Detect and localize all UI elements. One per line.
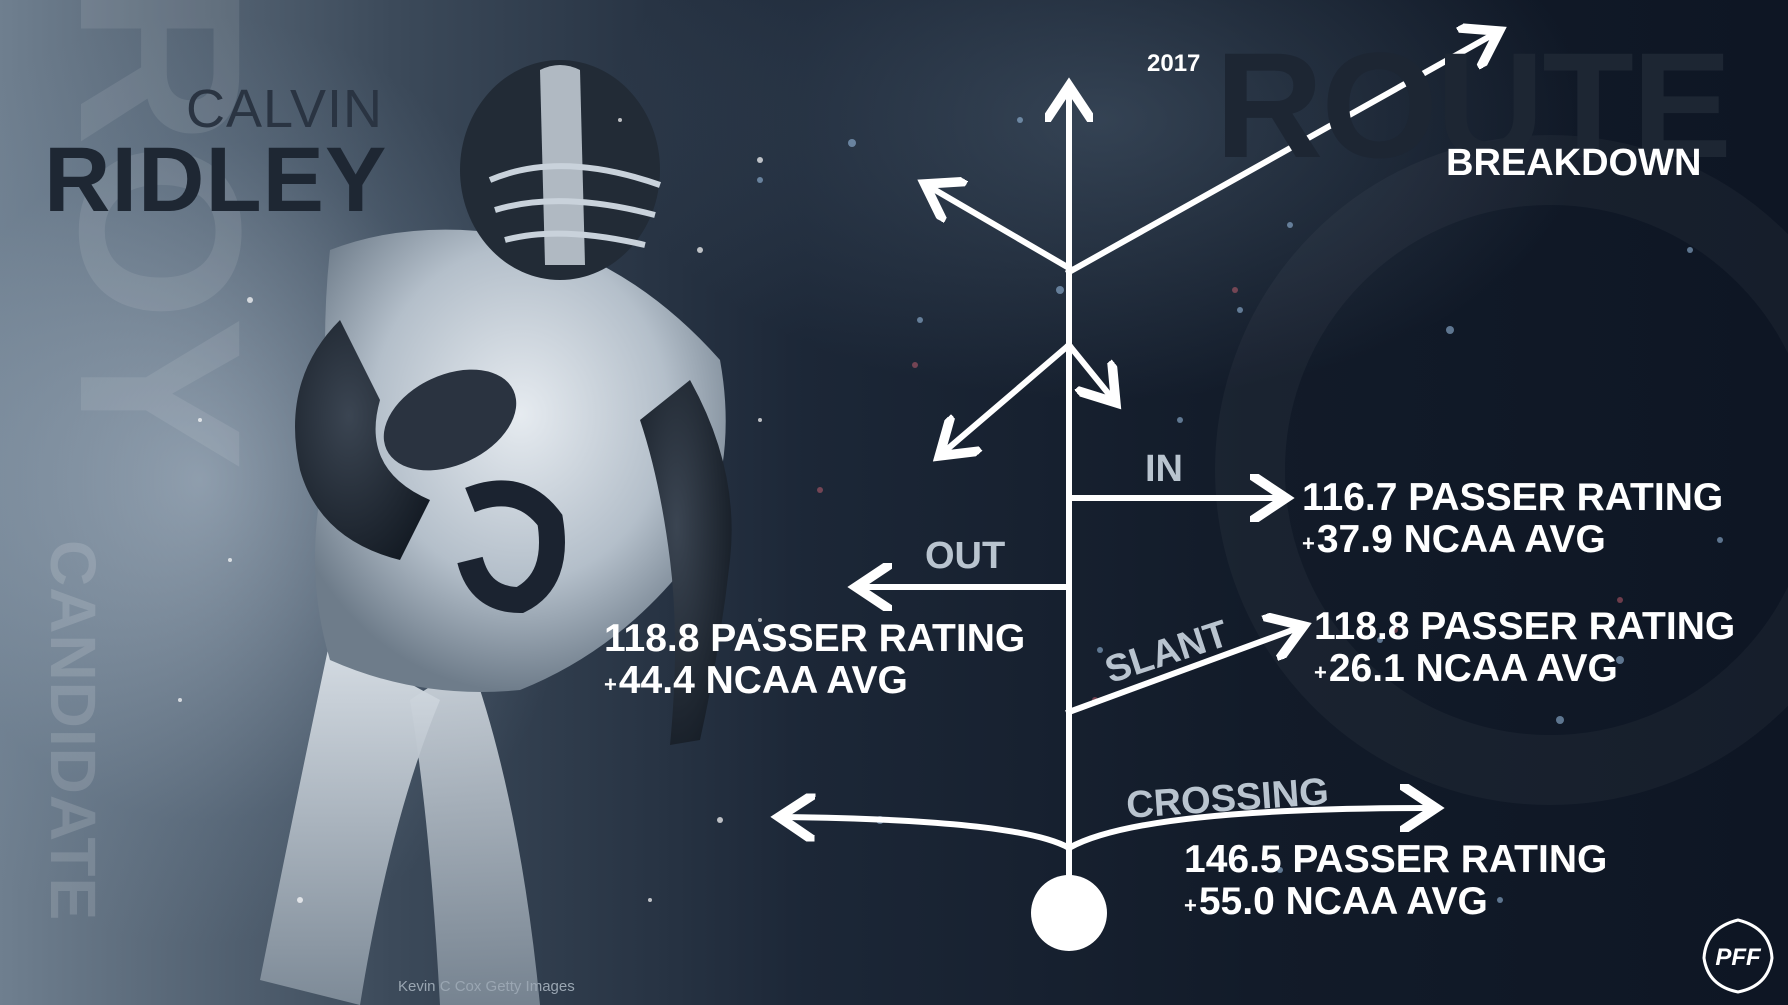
- stat-out-avg: 44.4 NCAA AVG: [618, 659, 908, 702]
- route-slant: [1065, 628, 1298, 716]
- pff-logo: PFF: [1702, 918, 1774, 994]
- label-out: OUT: [925, 535, 1006, 577]
- player-photo: [178, 60, 763, 1005]
- route-comeback: [944, 340, 1074, 452]
- label-in: IN: [1145, 448, 1183, 490]
- stat-crossing-plus: +: [1184, 893, 1197, 918]
- stat-slant-avg: 26.1 NCAA AVG: [1328, 647, 1618, 690]
- stat-out-avg-row: +44.4 NCAA AVG: [604, 660, 1025, 702]
- stat-slant-plus: +: [1314, 660, 1327, 685]
- stat-slant: 118.8 PASSER RATING +26.1 NCAA AVG: [1314, 606, 1735, 690]
- route-corner: [930, 187, 1074, 273]
- stat-crossing-avg: 55.0 NCAA AVG: [1198, 880, 1488, 923]
- route-post: [1064, 34, 1494, 277]
- stat-slant-rating: 118.8 PASSER RATING: [1314, 605, 1736, 648]
- stat-out: 118.8 PASSER RATING +44.4 NCAA AVG: [604, 618, 1025, 702]
- photo-credit: Kevin C Cox Getty Images: [398, 978, 575, 995]
- route-curl: [1064, 340, 1112, 398]
- stat-crossing: 146.5 PASSER RATING +55.0 NCAA AVG: [1184, 839, 1607, 923]
- title-sub: BREAKDOWN: [1446, 142, 1702, 184]
- player-first-name: CALVIN: [186, 79, 384, 139]
- stat-in-rating: 116.7 PASSER RATING: [1302, 476, 1724, 519]
- stat-out-plus: +: [604, 672, 617, 697]
- stat-slant-avg-row: +26.1 NCAA AVG: [1314, 648, 1735, 690]
- stat-out-rating: 118.8 PASSER RATING: [604, 617, 1026, 660]
- stat-in-plus: +: [1302, 531, 1315, 556]
- stat-in-avg-row: +37.9 NCAA AVG: [1302, 519, 1723, 561]
- stat-in: 116.7 PASSER RATING +37.9 NCAA AVG: [1302, 477, 1723, 561]
- receiver-start-dot: [1031, 875, 1107, 951]
- title-year: 2017: [1147, 50, 1201, 77]
- player-last-name: RIDLEY: [44, 129, 388, 231]
- pff-logo-text: PFF: [1715, 944, 1762, 971]
- route-crossing-left: [785, 817, 1074, 853]
- stat-crossing-rating: 146.5 PASSER RATING: [1184, 838, 1608, 881]
- route-crossing-right: [1064, 808, 1430, 853]
- stat-crossing-avg-row: +55.0 NCAA AVG: [1184, 881, 1607, 923]
- title-main: ROUTE: [1215, 21, 1732, 189]
- stat-in-avg: 37.9 NCAA AVG: [1316, 518, 1606, 561]
